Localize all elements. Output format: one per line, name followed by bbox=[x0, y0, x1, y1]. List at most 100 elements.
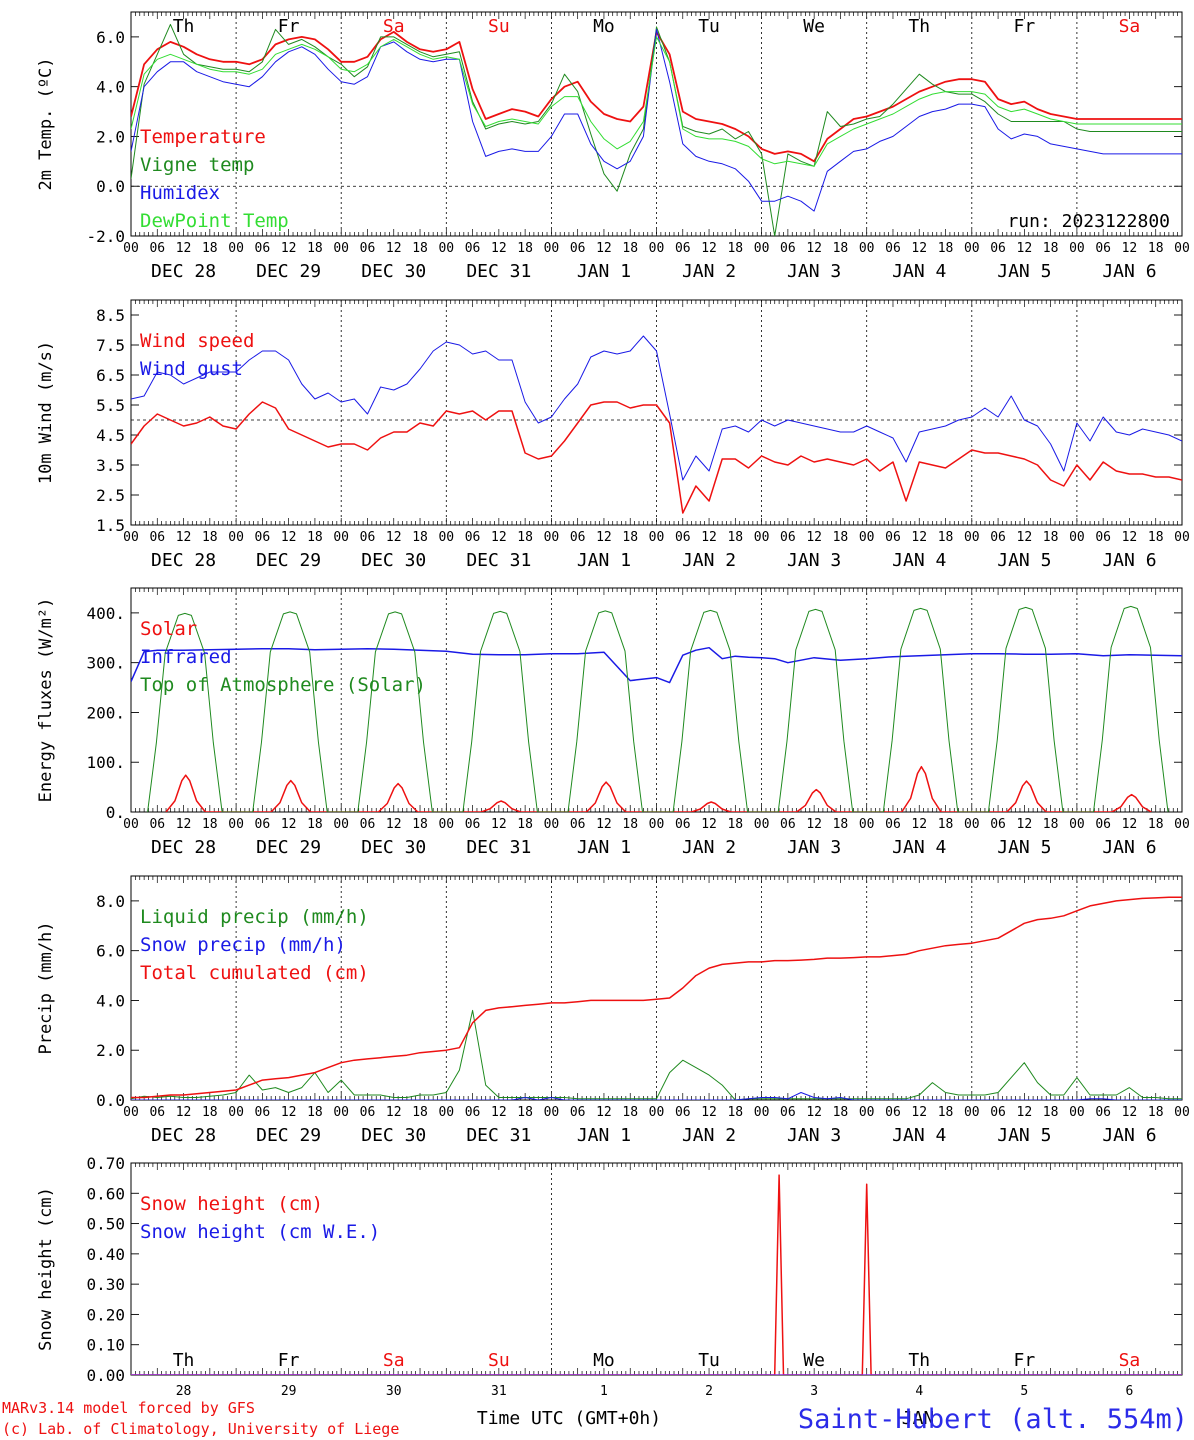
day-number-label: 6 bbox=[1126, 1384, 1134, 1399]
hour-label: 12 bbox=[806, 530, 822, 545]
date-label: DEC 31 bbox=[466, 550, 531, 571]
legend-entry: Solar bbox=[140, 618, 197, 640]
legend-entry: DewPoint Temp bbox=[140, 210, 289, 232]
series-group bbox=[131, 1174, 1182, 1375]
y-tick-label: 4.0 bbox=[96, 78, 125, 97]
hour-label: 12 bbox=[1122, 241, 1138, 256]
legend-entry: Humidex bbox=[140, 182, 220, 204]
date-label: DEC 31 bbox=[466, 261, 531, 282]
hour-label: 06 bbox=[990, 817, 1006, 832]
hour-label: 12 bbox=[491, 817, 507, 832]
weekday-label: Fr bbox=[1014, 16, 1036, 37]
hour-label: 18 bbox=[1148, 530, 1164, 545]
hour-label: 06 bbox=[780, 817, 796, 832]
weekday-label: Sa bbox=[1119, 16, 1141, 37]
date-label: JAN 6 bbox=[1102, 837, 1156, 858]
hour-label: 00 bbox=[859, 1105, 875, 1120]
hour-label: 06 bbox=[149, 1105, 165, 1120]
hour-label: 12 bbox=[1122, 1105, 1138, 1120]
hour-label: 06 bbox=[360, 241, 376, 256]
y-tick-label: 3.5 bbox=[96, 456, 125, 475]
y-tick-label: 8.0 bbox=[96, 892, 125, 911]
hour-label: 06 bbox=[675, 241, 691, 256]
day-number-label: 28 bbox=[176, 1384, 192, 1399]
date-label: DEC 30 bbox=[361, 550, 426, 571]
weekday-label: Th bbox=[173, 16, 195, 37]
y-axis-title: Precip (mm/h) bbox=[36, 921, 56, 1054]
date-label: DEC 28 bbox=[151, 837, 216, 858]
hour-label: 00 bbox=[964, 1105, 980, 1120]
hour-label: 12 bbox=[596, 1105, 612, 1120]
series-group bbox=[131, 896, 1182, 1100]
panels: -2.00.02.04.06.02m Temp. (ºC)00 06 12 18 00 0… bbox=[36, 11, 1190, 1399]
hour-label: 00 bbox=[123, 1105, 139, 1120]
hour-label: 18 bbox=[1148, 817, 1164, 832]
hour-label: 00 bbox=[228, 530, 244, 545]
hour-label: 12 bbox=[281, 1105, 297, 1120]
hour-label: 18 bbox=[412, 817, 428, 832]
hour-label: 00 bbox=[123, 530, 139, 545]
hour-label: 06 bbox=[465, 530, 481, 545]
hour-label: 18 bbox=[1148, 241, 1164, 256]
day-number-label: 29 bbox=[281, 1384, 297, 1399]
date-label: JAN 4 bbox=[892, 550, 946, 571]
y-axis-title: Snow height (cm) bbox=[36, 1187, 56, 1351]
date-label: JAN 6 bbox=[1102, 1125, 1156, 1146]
hour-label: 06 bbox=[255, 241, 271, 256]
hour-label: 06 bbox=[465, 817, 481, 832]
legend-entry: Total cumulated (cm) bbox=[140, 962, 369, 984]
y-tick-label: 2.0 bbox=[96, 127, 125, 146]
weekday-label: Sa bbox=[383, 16, 405, 37]
hour-label: 12 bbox=[281, 241, 297, 256]
hour-label: 12 bbox=[491, 530, 507, 545]
date-label: DEC 28 bbox=[151, 1125, 216, 1146]
hour-label: 06 bbox=[360, 530, 376, 545]
hour-label: 12 bbox=[176, 241, 192, 256]
series-group bbox=[131, 335, 1182, 514]
date-label: JAN 6 bbox=[1102, 550, 1156, 571]
y-tick-label: 1.5 bbox=[96, 516, 125, 535]
date-label: JAN 5 bbox=[997, 837, 1051, 858]
hour-label: 00 bbox=[123, 817, 139, 832]
day-number-label: 31 bbox=[491, 1384, 507, 1399]
hour-label: 00 bbox=[123, 241, 139, 256]
day-number-label: 3 bbox=[810, 1384, 818, 1399]
hour-label: 18 bbox=[938, 241, 954, 256]
hour-label: 12 bbox=[1017, 1105, 1033, 1120]
hour-label: 12 bbox=[806, 817, 822, 832]
panel-temperature: -2.0 0.0 2.0 4.0 6.0 2m Temp. (ºC) 00 06 12 18 00 0… bbox=[36, 11, 1190, 282]
hour-label: 18 bbox=[307, 1105, 323, 1120]
day-number-label: 30 bbox=[386, 1384, 402, 1399]
hour-label: 12 bbox=[176, 817, 192, 832]
date-label: DEC 30 bbox=[361, 837, 426, 858]
credit-line-2: (c) Lab. of Climatology, University of L… bbox=[2, 1420, 399, 1438]
hour-label: 00 bbox=[1069, 817, 1085, 832]
date-label: JAN 1 bbox=[577, 550, 631, 571]
hour-label: 00 bbox=[438, 241, 454, 256]
y-tick-label: 8.5 bbox=[96, 306, 125, 325]
hour-label: 06 bbox=[990, 1105, 1006, 1120]
hour-label: 18 bbox=[727, 817, 743, 832]
month-label: JAN bbox=[902, 1408, 935, 1429]
series-line-temperature-1 bbox=[131, 23, 1182, 236]
series-line-wind-1 bbox=[131, 335, 1182, 481]
y-tick-label: 6.0 bbox=[96, 28, 125, 47]
hour-label: 00 bbox=[1174, 1105, 1190, 1120]
weekday-label: Mo bbox=[593, 16, 615, 37]
date-label: JAN 1 bbox=[577, 1125, 631, 1146]
series-line-precip-0 bbox=[131, 1009, 1182, 1100]
y-tick-label: 0.30 bbox=[86, 1275, 125, 1294]
hour-label: 00 bbox=[754, 1105, 770, 1120]
weekday-label: Fr bbox=[1014, 1350, 1036, 1371]
hour-label: 00 bbox=[1174, 530, 1190, 545]
date-label: JAN 4 bbox=[892, 261, 946, 282]
hour-label: 06 bbox=[885, 241, 901, 256]
y-tick-label: 100. bbox=[86, 753, 125, 772]
hour-label: 06 bbox=[255, 530, 271, 545]
hour-label: 18 bbox=[517, 530, 533, 545]
hour-label: 00 bbox=[649, 817, 665, 832]
hour-label: 12 bbox=[176, 530, 192, 545]
y-tick-label: 6.0 bbox=[96, 942, 125, 961]
hour-label: 00 bbox=[544, 241, 560, 256]
